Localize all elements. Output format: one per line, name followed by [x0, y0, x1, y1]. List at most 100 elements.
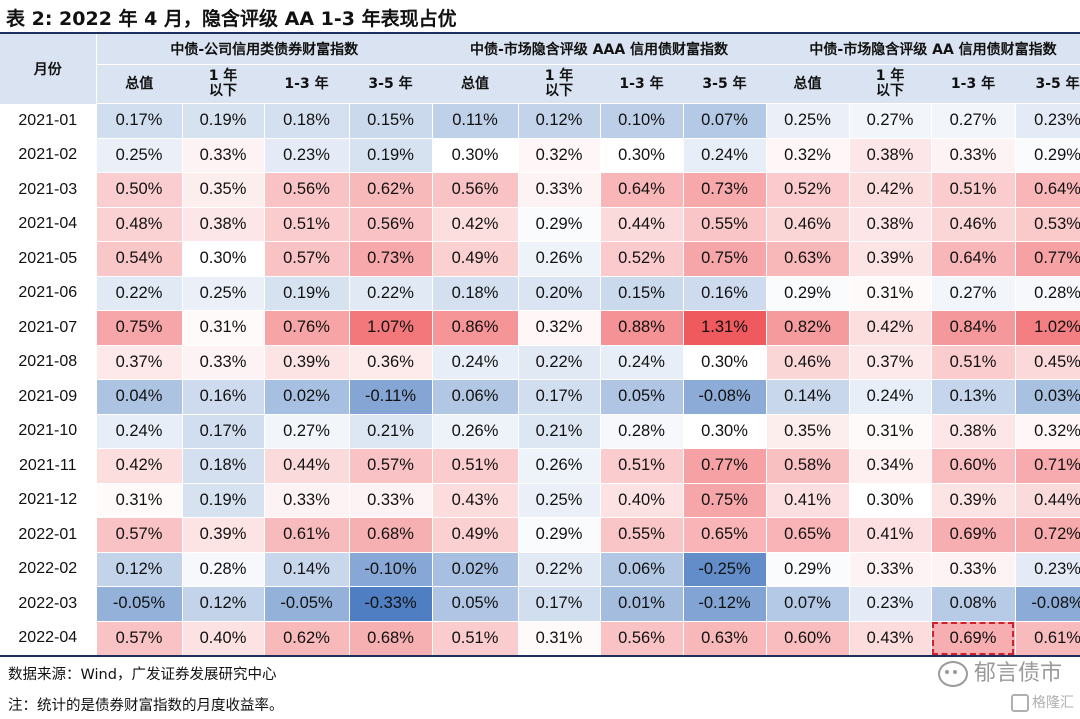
value-cell: 0.27% — [848, 103, 932, 139]
month-cell: 2021-01 — [0, 103, 96, 138]
month-cell: 2021-12 — [0, 483, 96, 518]
value-cell: 0.68% — [348, 517, 433, 553]
value-cell: 0.31% — [181, 310, 265, 346]
month-cell: 2021-11 — [0, 448, 96, 483]
month-cell: 2021-09 — [0, 379, 96, 414]
value-cell: 0.10% — [599, 103, 684, 139]
value-cell: 0.37% — [95, 344, 183, 380]
value-cell: 0.49% — [431, 241, 519, 277]
value-cell: 0.38% — [848, 206, 932, 242]
value-cell: 0.64% — [930, 241, 1016, 277]
watermark: 郁言债市 — [937, 655, 1062, 687]
value-cell: 0.33% — [930, 137, 1016, 173]
value-cell: 0.38% — [848, 137, 932, 173]
value-cell: 0.15% — [348, 103, 433, 139]
value-cell: 0.03% — [1014, 379, 1080, 415]
value-cell: 0.34% — [848, 448, 932, 484]
group-header-aa: 中债-市场隐含评级 AA 信用债财富指数 — [766, 34, 1080, 65]
subheader-line: 以下 — [545, 83, 573, 99]
value-cell: 0.61% — [263, 517, 350, 553]
value-cell: 0.62% — [348, 172, 433, 208]
value-cell: 0.56% — [599, 620, 684, 656]
value-cell: 0.29% — [1014, 137, 1080, 173]
group-header-aaa: 中债-市场隐含评级 AAA 信用债财富指数 — [432, 34, 767, 65]
value-cell: 0.31% — [517, 620, 601, 656]
value-cell: 0.17% — [517, 379, 601, 415]
value-cell: 0.27% — [263, 413, 350, 449]
source-note: 数据来源：Wind，广发证券发展研究中心 — [8, 667, 277, 683]
value-cell: 0.51% — [431, 620, 519, 656]
value-cell: 0.24% — [848, 379, 932, 415]
table-row: 2021-01 0.17% 0.19% 0.18% 0.15% 0.11% 0.12% 0.1… — [0, 103, 1080, 139]
value-cell: 0.29% — [517, 206, 601, 242]
value-cell: 0.18% — [263, 103, 350, 139]
value-cell: 0.32% — [1014, 413, 1080, 449]
value-cell: 0.31% — [848, 275, 932, 311]
value-cell: 0.52% — [599, 241, 684, 277]
subheader-line: 总值 — [125, 75, 154, 92]
subheader-line: 以下 — [209, 83, 237, 99]
value-cell: 1.02% — [1014, 310, 1080, 346]
value-cell: 0.82% — [765, 310, 850, 346]
value-cell: 0.56% — [263, 172, 350, 208]
value-cell: 0.37% — [848, 344, 932, 380]
table-row: 2021-06 0.22% 0.25% 0.19% 0.22% 0.18% 0.20% 0.1… — [0, 275, 1080, 311]
subheader-0-1: 1 年以下 — [182, 64, 264, 104]
table-row: 2022-02 0.12% 0.28% 0.14% -0.10% 0.02% 0.22% 0.… — [0, 551, 1080, 587]
month-cell: 2022-04 — [0, 621, 96, 656]
value-cell: 0.48% — [95, 206, 183, 242]
value-cell: 0.40% — [599, 482, 684, 518]
value-cell: 0.38% — [181, 206, 265, 242]
highlighted-value-cell: 0.69% — [930, 620, 1016, 656]
value-cell: 0.05% — [431, 586, 519, 622]
value-cell: 0.06% — [431, 379, 519, 415]
value-cell: 0.06% — [599, 551, 684, 587]
wechat-icon — [937, 661, 968, 687]
value-cell: 0.84% — [930, 310, 1016, 346]
value-cell: 0.31% — [95, 482, 183, 518]
value-cell: 0.08% — [930, 586, 1016, 622]
subheader-line: 1-3 年 — [284, 75, 329, 92]
subheader-2-1: 1 年以下 — [849, 64, 932, 104]
value-cell: 0.46% — [765, 206, 850, 242]
value-cell: 0.54% — [95, 241, 183, 277]
value-cell: 0.39% — [848, 241, 932, 277]
value-cell: 0.51% — [431, 448, 519, 484]
value-cell: 0.29% — [517, 517, 601, 553]
value-cell: 0.33% — [263, 482, 350, 518]
value-cell: 0.57% — [348, 448, 433, 484]
value-cell: 0.33% — [181, 137, 265, 173]
value-cell: 0.65% — [682, 517, 767, 553]
value-cell: 0.24% — [599, 344, 684, 380]
subheader-line: 1-3 年 — [950, 75, 996, 92]
value-cell: 0.30% — [431, 137, 519, 173]
value-cell: 0.63% — [682, 620, 767, 656]
footnote: 注：统计的是债券财富指数的月度收益率。 — [8, 698, 284, 714]
value-cell: 0.88% — [599, 310, 684, 346]
value-cell: 0.33% — [181, 344, 265, 380]
value-cell: 0.35% — [765, 413, 850, 449]
subheader-2-0: 总值 — [766, 64, 850, 104]
value-cell: 0.32% — [517, 137, 601, 173]
value-cell: 0.58% — [765, 448, 850, 484]
value-cell: 0.40% — [181, 620, 265, 656]
watermark-secondary-text: 格隆汇 — [1032, 695, 1074, 711]
subheader-1-2: 1-3 年 — [600, 64, 683, 104]
value-cell: -0.08% — [1014, 586, 1080, 622]
value-cell: 0.25% — [517, 482, 601, 518]
month-cell: 2021-05 — [0, 241, 96, 276]
subheader-1-0: 总值 — [432, 64, 518, 104]
value-cell: 0.24% — [431, 344, 519, 380]
value-cell: 0.30% — [181, 241, 265, 277]
value-cell: 0.57% — [263, 241, 350, 277]
value-cell: 0.15% — [599, 275, 684, 311]
subheader-line: 以下 — [876, 83, 905, 99]
value-cell: -0.05% — [263, 586, 350, 622]
subheader-line: 3-5 年 — [368, 75, 413, 92]
value-cell: 0.77% — [1014, 241, 1080, 277]
value-cell: 0.12% — [181, 586, 265, 622]
subheader-1-1: 1 年以下 — [518, 64, 600, 104]
subheader-line: 总值 — [793, 75, 822, 92]
subheader-0-2: 1-3 年 — [264, 64, 349, 104]
value-cell: 0.11% — [431, 103, 519, 139]
